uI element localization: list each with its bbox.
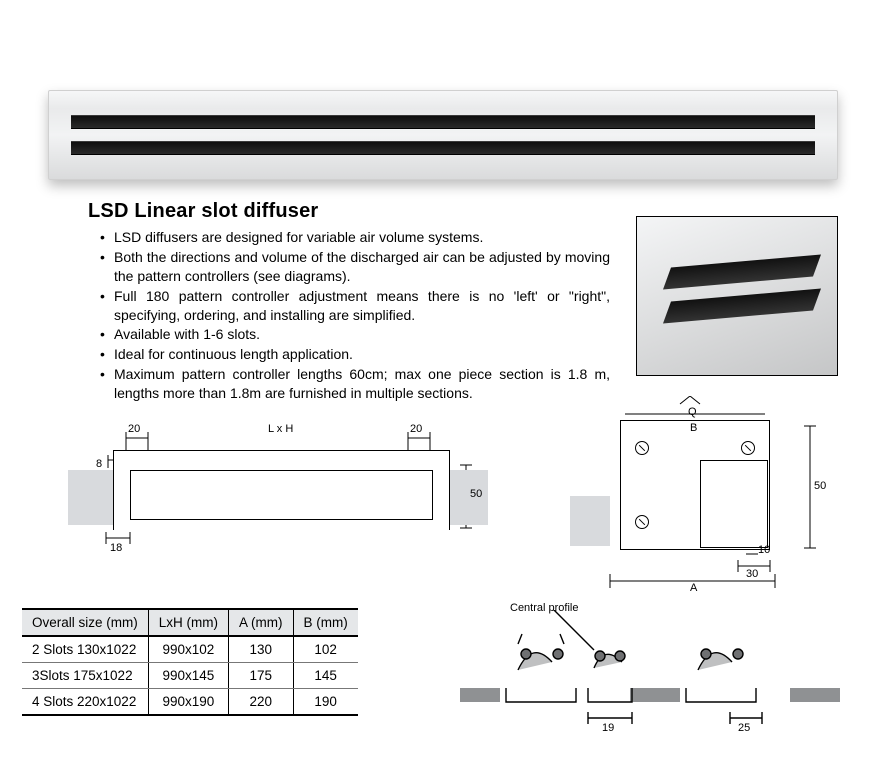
col-header: LxH (mm) — [148, 609, 228, 636]
dim-label: 30 — [746, 568, 758, 580]
bullet-item: Maximum pattern controller lengths 60cm;… — [100, 365, 610, 403]
bullet-item: Both the directions and volume of the di… — [100, 248, 610, 286]
cell: 220 — [229, 689, 294, 716]
bullet-item: LSD diffusers are designed for variable … — [100, 228, 610, 247]
dim-label: 25 — [738, 722, 750, 734]
cell: 175 — [229, 663, 294, 689]
dim-label: 50 — [814, 480, 826, 492]
table-row: 2 Slots 130x1022 990x102 130 102 — [22, 636, 358, 663]
col-header: B (mm) — [293, 609, 358, 636]
dim-label: 18 — [110, 542, 122, 554]
diagram-central-profile: Central profile 19 25 — [460, 610, 840, 750]
dim-label: 20 — [128, 423, 140, 435]
col-header: Overall size (mm) — [22, 609, 148, 636]
bullet-item: Available with 1-6 slots. — [100, 325, 610, 344]
diagram-section-view: Q B A 30 10 50 — [570, 396, 840, 596]
cell: 2 Slots 130x1022 — [22, 636, 148, 663]
spec-table: Overall size (mm) LxH (mm) A (mm) B (mm)… — [22, 608, 358, 716]
feature-bullets: LSD diffusers are designed for variable … — [100, 228, 610, 404]
cell: 4 Slots 220x1022 — [22, 689, 148, 716]
table-row: 4 Slots 220x1022 990x190 220 190 — [22, 689, 358, 716]
bullet-item: Ideal for continuous length application. — [100, 345, 610, 364]
table-row: 3Slots 175x1022 990x145 175 145 — [22, 663, 358, 689]
diffuser-slot — [71, 115, 815, 129]
dim-label: 8 — [96, 458, 102, 470]
dim-label: 10 — [758, 544, 770, 556]
hero-product-photo — [48, 90, 838, 180]
cell: 990x102 — [148, 636, 228, 663]
cell: 130 — [229, 636, 294, 663]
dim-label: 19 — [602, 722, 614, 734]
cell: 990x190 — [148, 689, 228, 716]
col-header: A (mm) — [229, 609, 294, 636]
cell: 190 — [293, 689, 358, 716]
dim-label: A — [690, 582, 697, 594]
cell: 990x145 — [148, 663, 228, 689]
table-header-row: Overall size (mm) LxH (mm) A (mm) B (mm) — [22, 609, 358, 636]
bullet-item: Full 180 pattern controller adjustment m… — [100, 287, 610, 325]
diffuser-slot — [71, 141, 815, 155]
dim-label: B — [690, 422, 697, 434]
diagram-plan-view: 20 20 L x H 50 18 8 — [68, 420, 488, 560]
cell: 3Slots 175x1022 — [22, 663, 148, 689]
cell: 145 — [293, 663, 358, 689]
dim-label: L x H — [268, 423, 293, 435]
cell: 102 — [293, 636, 358, 663]
dim-label: 20 — [410, 423, 422, 435]
thumbnail-render — [636, 216, 838, 376]
dim-label: Q — [688, 406, 697, 418]
page-title: LSD Linear slot diffuser — [88, 200, 318, 223]
dim-label: 50 — [470, 488, 482, 500]
